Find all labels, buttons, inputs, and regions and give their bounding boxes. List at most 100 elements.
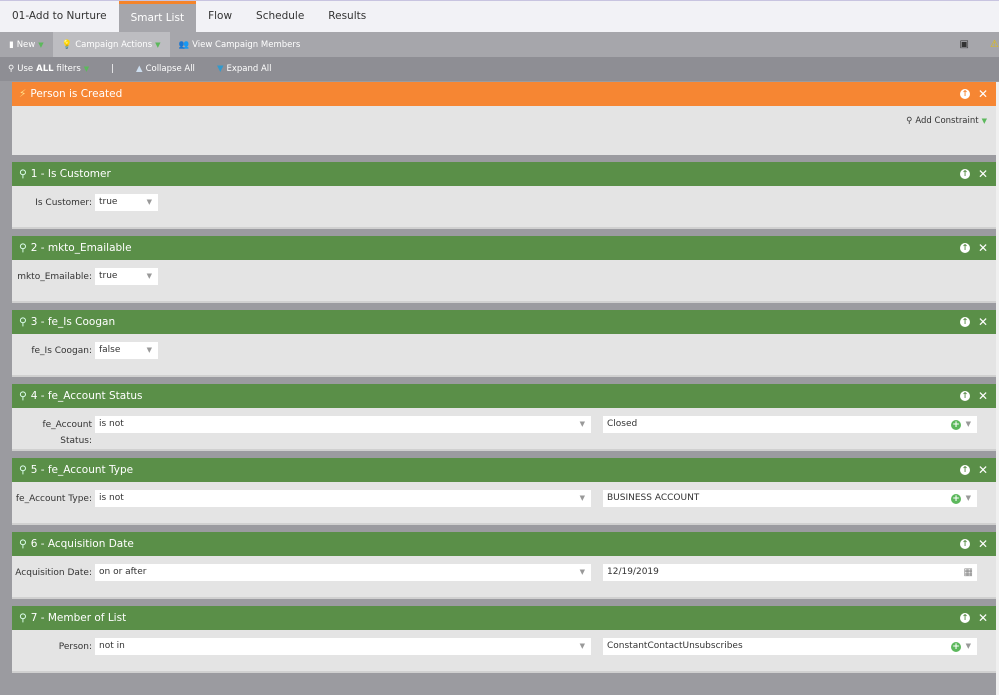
collapse-icon: ▲ <box>136 64 143 74</box>
chevron-down-icon: ▼ <box>579 420 585 428</box>
tab-schedule[interactable]: Schedule <box>256 10 305 22</box>
filter-5: ⚲ 5 - fe_Account Type ↑ ✕ fe_Account Type: … <box>12 458 997 525</box>
lightbulb-icon: 💡 <box>61 39 73 50</box>
filter-1: ⚲ 1 - Is Customer ↑ ✕ Is Customer: true ▼ <box>12 162 997 229</box>
field-label: fe_Account Type: <box>15 494 92 504</box>
value-input[interactable]: 12/19/2019 ▦ <box>603 564 977 581</box>
chevron-down-icon[interactable]: ▼ <box>965 494 971 502</box>
filter-body: fe_Account Type: is not ▼ BUSINESS ACCOUN… <box>12 482 997 525</box>
tab-01-add-to-nurture[interactable]: 01-Add to Nurture <box>12 10 107 22</box>
add-value-icon[interactable]: + <box>951 494 961 504</box>
filter-4: ⚲ 4 - fe_Account Status ↑ ✕ fe_Account Stat… <box>12 384 997 451</box>
move-up-icon[interactable]: ↑ <box>959 613 970 623</box>
campaign-actions-button[interactable]: 💡 Campaign Actions ▼ <box>52 32 170 57</box>
view-campaign-members-button[interactable]: 👥 View Campaign Members <box>178 39 301 50</box>
field-label: Acquisition Date: <box>15 568 92 578</box>
filter-header[interactable]: ⚲ 5 - fe_Account Type ↑ ✕ <box>12 458 997 482</box>
close-icon[interactable]: ✕ <box>977 537 988 551</box>
filter-icon: ⚲ <box>19 168 27 180</box>
close-icon[interactable]: ✕ <box>977 87 988 101</box>
filter-body: Acquisition Date: on or after ▼ 12/19/201… <box>12 556 997 599</box>
value-input[interactable]: BUSINESS ACCOUNT + ▼ <box>603 490 977 507</box>
move-up-icon[interactable]: ↑ <box>959 391 970 401</box>
caret-down-icon: ▼ <box>981 117 987 125</box>
filter-6: ⚲ 6 - Acquisition Date ↑ ✕ Acquisition Date… <box>12 532 997 599</box>
filter-body: Is Customer: true ▼ <box>12 186 997 229</box>
filter-icon: ⚲ <box>19 242 27 254</box>
new-icon: ▮ <box>9 39 14 50</box>
trigger-person-is-created: ⚡ Person is Created ↑ ✕ ⚲ Add Constraint ▼ <box>12 82 997 155</box>
close-icon[interactable]: ✕ <box>977 315 988 329</box>
chevron-down-icon: ▼ <box>146 346 152 354</box>
filter-header[interactable]: ⚲ 1 - Is Customer ↑ ✕ <box>12 162 997 186</box>
operator-select[interactable]: false ▼ <box>95 342 158 359</box>
filter-icon: ⚲ <box>19 390 27 402</box>
filter-body: fe_Account Status: is not ▼ Closed + ▼ <box>12 408 997 451</box>
trigger-body: ⚲ Add Constraint ▼ <box>12 106 997 155</box>
close-icon[interactable]: ✕ <box>977 463 988 477</box>
filter-header[interactable]: ⚲ 3 - fe_Is Coogan ↑ ✕ <box>12 310 997 334</box>
tab-bar: 01-Add to Nurture Smart List Flow Schedule R… <box>0 0 999 32</box>
chevron-down-icon: ▼ <box>146 198 152 206</box>
trigger-header[interactable]: ⚡ Person is Created ↑ ✕ <box>12 82 997 106</box>
move-up-icon[interactable]: ↑ <box>959 243 970 253</box>
value-input[interactable]: ConstantContactUnsubscribes + ▼ <box>603 638 977 655</box>
field-label: mkto_Emailable: <box>17 272 92 282</box>
tab-flow[interactable]: Flow <box>208 10 233 22</box>
filter-icon: ⚲ <box>19 538 27 550</box>
window-icon[interactable]: ▣ <box>959 39 969 50</box>
warning-icon[interactable]: ⚠ <box>990 39 999 50</box>
operator-select[interactable]: true ▼ <box>95 268 158 285</box>
close-icon[interactable]: ✕ <box>977 167 988 181</box>
new-button[interactable]: ▮ New ▼ <box>9 39 44 50</box>
collapse-all-button[interactable]: ▲ Collapse All <box>136 64 195 74</box>
close-icon[interactable]: ✕ <box>977 241 988 255</box>
people-icon: 👥 <box>178 39 190 50</box>
filter-icon: ⚲ <box>906 116 913 126</box>
filter-header[interactable]: ⚲ 4 - fe_Account Status ↑ ✕ <box>12 384 997 408</box>
chevron-down-icon[interactable]: ▼ <box>965 642 971 650</box>
add-value-icon[interactable]: + <box>951 420 961 430</box>
add-constraint-button[interactable]: ⚲ Add Constraint ▼ <box>906 116 987 126</box>
operator-select[interactable]: not in ▼ <box>95 638 591 655</box>
calendar-icon[interactable]: ▦ <box>963 567 973 578</box>
filter-icon: ⚲ <box>19 464 27 476</box>
caret-down-icon: ▼ <box>38 40 44 49</box>
use-filters-dropdown[interactable]: ⚲ Use ALL filters ▼ <box>8 64 90 74</box>
filter-3: ⚲ 3 - fe_Is Coogan ↑ ✕ fe_Is Coogan: false ▼ <box>12 310 997 377</box>
field-label: fe_Account Status: <box>42 420 92 446</box>
add-value-icon[interactable]: + <box>951 642 961 652</box>
smart-list-canvas: ⚡ Person is Created ↑ ✕ ⚲ Add Constraint ▼ … <box>12 82 997 673</box>
filter-header[interactable]: ⚲ 7 - Member of List ↑ ✕ <box>12 606 997 630</box>
move-up-icon[interactable]: ↑ <box>959 169 970 179</box>
field-label: fe_Is Coogan: <box>31 346 92 356</box>
close-icon[interactable]: ✕ <box>977 389 988 403</box>
move-up-icon[interactable]: ↑ <box>959 89 970 99</box>
move-up-icon[interactable]: ↑ <box>959 465 970 475</box>
expand-all-button[interactable]: ▼ Expand All <box>216 64 272 74</box>
filter-2: ⚲ 2 - mkto_Emailable ↑ ✕ mkto_Emailable: tr… <box>12 236 997 303</box>
operator-select[interactable]: on or after ▼ <box>95 564 591 581</box>
operator-select[interactable]: is not ▼ <box>95 416 591 433</box>
close-icon[interactable]: ✕ <box>977 611 988 625</box>
move-up-icon[interactable]: ↑ <box>959 317 970 327</box>
filter-header[interactable]: ⚲ 6 - Acquisition Date ↑ ✕ <box>12 532 997 556</box>
filter-icon: ⚲ <box>19 612 27 624</box>
caret-down-icon: ▼ <box>155 40 161 49</box>
operator-select[interactable]: true ▼ <box>95 194 158 211</box>
expand-icon: ▼ <box>216 64 224 74</box>
tab-smart-list[interactable]: Smart List <box>118 1 197 32</box>
chevron-down-icon: ▼ <box>579 642 585 650</box>
value-input[interactable]: Closed + ▼ <box>603 416 977 433</box>
separator: | <box>111 64 115 74</box>
tab-results[interactable]: Results <box>328 10 367 22</box>
filter-7: ⚲ 7 - Member of List ↑ ✕ Person: not in ▼ Co… <box>12 606 997 673</box>
operator-select[interactable]: is not ▼ <box>95 490 591 507</box>
filter-header[interactable]: ⚲ 2 - mkto_Emailable ↑ ✕ <box>12 236 997 260</box>
chevron-down-icon[interactable]: ▼ <box>965 420 971 428</box>
scrollbar[interactable] <box>996 82 999 695</box>
chevron-down-icon: ▼ <box>579 494 585 502</box>
caret-down-icon: ▼ <box>83 65 90 73</box>
move-up-icon[interactable]: ↑ <box>959 539 970 549</box>
filter-bar: ⚲ Use ALL filters ▼ | ▲ Collapse All ▼ Expan… <box>0 57 999 81</box>
